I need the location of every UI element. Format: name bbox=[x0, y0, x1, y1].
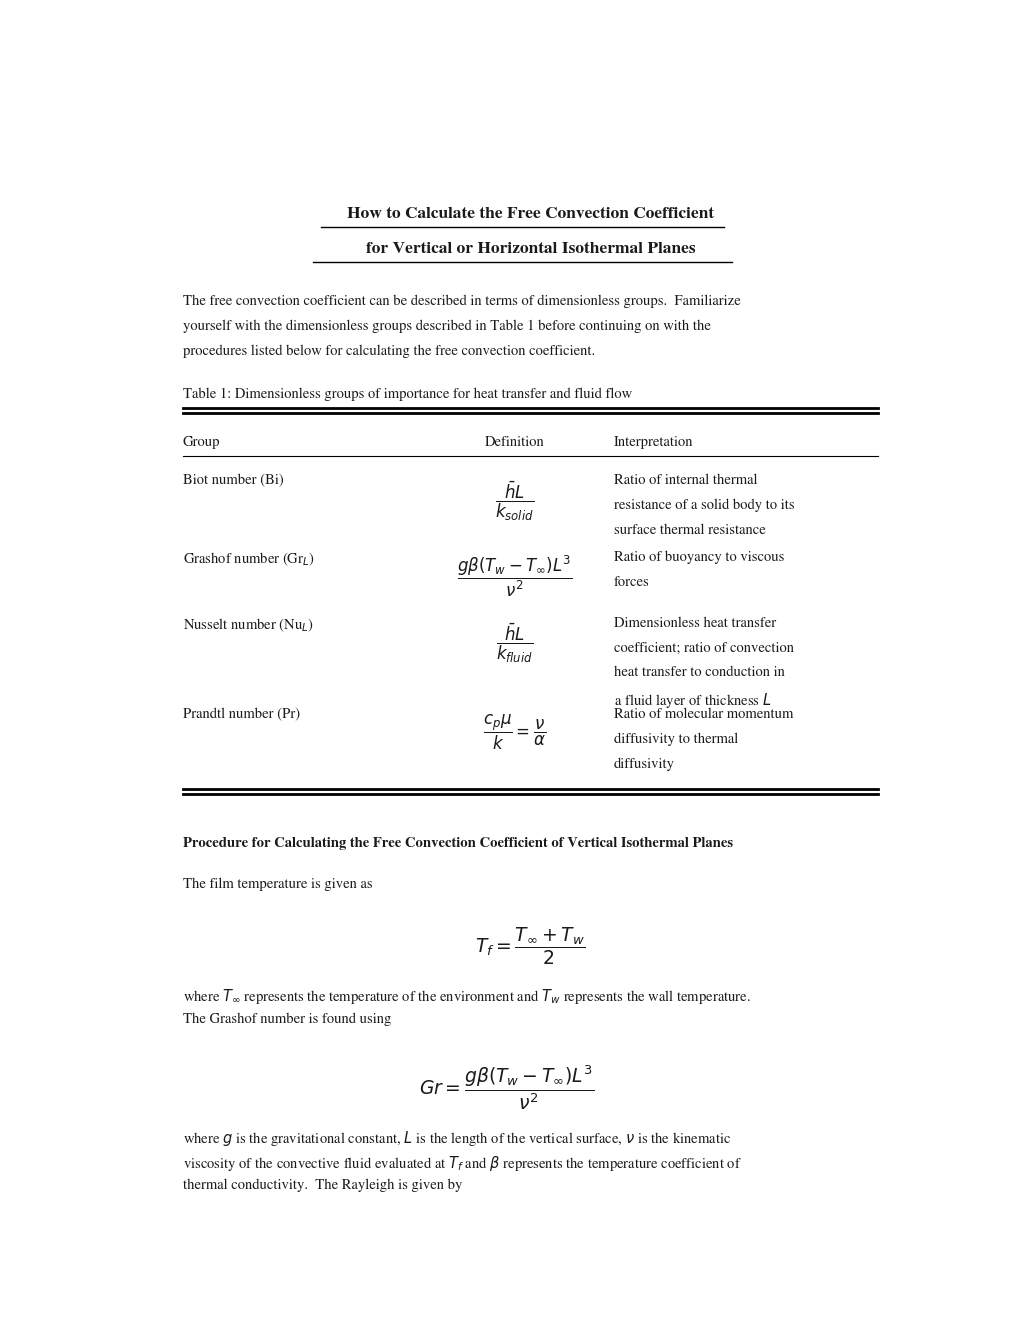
Text: $\dfrac{\bar{h}L}{k_{solid}}$: $\dfrac{\bar{h}L}{k_{solid}}$ bbox=[495, 479, 534, 523]
Text: diffusivity to thermal: diffusivity to thermal bbox=[613, 733, 737, 746]
Text: The film temperature is given as: The film temperature is given as bbox=[182, 878, 372, 891]
Text: where $T_\infty$ represents the temperature of the environment and $T_w$ represe: where $T_\infty$ represents the temperat… bbox=[182, 987, 750, 1006]
Text: Ratio of internal thermal: Ratio of internal thermal bbox=[613, 474, 756, 487]
Text: Prandtl number (Pr): Prandtl number (Pr) bbox=[182, 708, 300, 721]
Text: Procedure for Calculating the Free Convection Coefficient of Vertical Isothermal: Procedure for Calculating the Free Conve… bbox=[182, 837, 732, 850]
Text: Dimensionless heat transfer: Dimensionless heat transfer bbox=[613, 616, 775, 630]
Text: procedures listed below for calculating the free convection coefficient.: procedures listed below for calculating … bbox=[182, 345, 594, 358]
Text: Definition: Definition bbox=[484, 436, 544, 449]
Text: Table 1: Dimensionless groups of importance for heat transfer and fluid flow: Table 1: Dimensionless groups of importa… bbox=[182, 388, 632, 401]
Text: a fluid layer of thickness $L$: a fluid layer of thickness $L$ bbox=[613, 690, 770, 710]
Text: yourself with the dimensionless groups described in Table 1 before continuing on: yourself with the dimensionless groups d… bbox=[182, 319, 710, 333]
Text: The free convection coefficient can be described in terms of dimensionless group: The free convection coefficient can be d… bbox=[182, 294, 740, 308]
Text: forces: forces bbox=[613, 576, 649, 589]
Text: Grashof number (Gr$_L$): Grashof number (Gr$_L$) bbox=[182, 550, 315, 568]
Text: Nusselt number (Nu$_L$): Nusselt number (Nu$_L$) bbox=[182, 616, 314, 634]
Text: diffusivity: diffusivity bbox=[613, 758, 674, 771]
Text: How to Calculate the Free Convection Coefficient: How to Calculate the Free Convection Coe… bbox=[346, 207, 713, 222]
Text: The Grashof number is found using: The Grashof number is found using bbox=[182, 1012, 391, 1026]
Text: viscosity of the convective fluid evaluated at $T_f$ and $\beta$ represents the : viscosity of the convective fluid evalua… bbox=[182, 1154, 741, 1173]
Text: for Vertical or Horizontal Isothermal Planes: for Vertical or Horizontal Isothermal Pl… bbox=[366, 242, 695, 256]
Text: Interpretation: Interpretation bbox=[613, 436, 693, 449]
Text: $Gr = \dfrac{g\beta(T_w - T_\infty)L^3}{\nu^2}$: $Gr = \dfrac{g\beta(T_w - T_\infty)L^3}{… bbox=[419, 1063, 594, 1111]
Text: Biot number (Bi): Biot number (Bi) bbox=[182, 474, 283, 487]
Text: where $g$ is the gravitational constant, $L$ is the length of the vertical surfa: where $g$ is the gravitational constant,… bbox=[182, 1129, 731, 1148]
Text: heat transfer to conduction in: heat transfer to conduction in bbox=[613, 667, 784, 680]
Text: surface thermal resistance: surface thermal resistance bbox=[613, 524, 764, 537]
Text: $\dfrac{\bar{h}L}{k_{fluid}}$: $\dfrac{\bar{h}L}{k_{fluid}}$ bbox=[495, 622, 533, 665]
Text: $T_f = \dfrac{T_\infty + T_w}{2}$: $T_f = \dfrac{T_\infty + T_w}{2}$ bbox=[475, 927, 585, 968]
Text: $\dfrac{c_p \mu}{k} = \dfrac{\nu}{\alpha}$: $\dfrac{c_p \mu}{k} = \dfrac{\nu}{\alpha… bbox=[483, 713, 546, 752]
Text: coefficient; ratio of convection: coefficient; ratio of convection bbox=[613, 642, 793, 655]
Text: Ratio of molecular momentum: Ratio of molecular momentum bbox=[613, 708, 792, 721]
Text: $\dfrac{g\beta(T_w - T_\infty)L^3}{\nu^2}$: $\dfrac{g\beta(T_w - T_\infty)L^3}{\nu^2… bbox=[457, 553, 572, 599]
Text: Group: Group bbox=[182, 436, 220, 449]
Text: Ratio of buoyancy to viscous: Ratio of buoyancy to viscous bbox=[613, 550, 784, 564]
Text: thermal conductivity.  The Rayleigh is given by: thermal conductivity. The Rayleigh is gi… bbox=[182, 1179, 462, 1192]
Text: resistance of a solid body to its: resistance of a solid body to its bbox=[613, 499, 794, 512]
